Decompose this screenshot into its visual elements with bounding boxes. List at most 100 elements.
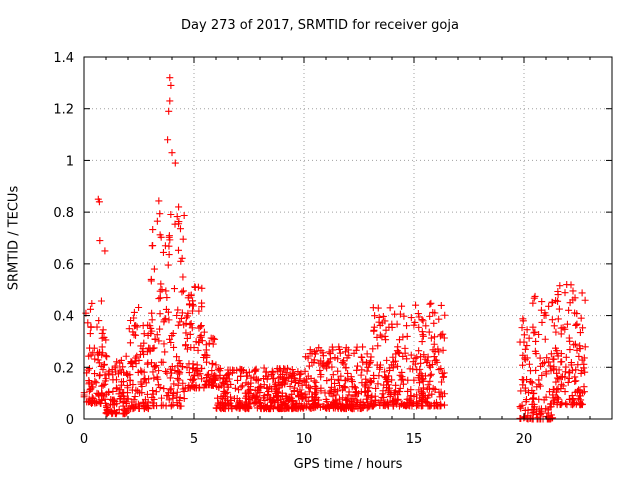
data-point [175, 376, 183, 384]
data-point [204, 370, 212, 378]
y-tick-label: 0.8 [53, 206, 74, 221]
data-points [80, 74, 589, 423]
data-point [338, 386, 346, 394]
data-point [542, 405, 550, 413]
data-point [160, 385, 168, 393]
data-point [422, 322, 430, 330]
data-point [117, 356, 125, 364]
y-tick-label: 0.6 [53, 258, 74, 273]
data-point [173, 213, 181, 221]
data-point [151, 363, 159, 371]
data-point [138, 347, 146, 355]
data-point [347, 373, 355, 381]
data-point [214, 394, 222, 402]
data-point [214, 365, 222, 373]
data-point [139, 398, 147, 406]
data-point [441, 390, 449, 398]
data-point [379, 401, 387, 409]
data-point [437, 378, 445, 386]
data-point [152, 362, 160, 370]
data-point [573, 320, 581, 328]
data-point [146, 347, 154, 355]
data-point [368, 400, 376, 408]
data-point [263, 405, 271, 413]
data-point [257, 399, 265, 407]
data-point [545, 358, 553, 366]
data-point [248, 393, 256, 401]
data-point [103, 403, 111, 411]
data-point [403, 355, 411, 363]
data-point [519, 381, 527, 389]
data-point [413, 353, 421, 361]
data-point [545, 388, 553, 396]
data-point [288, 403, 296, 411]
data-point [205, 339, 213, 347]
data-point [397, 376, 405, 384]
data-point [285, 373, 293, 381]
data-point [564, 378, 572, 386]
data-point [366, 377, 374, 385]
data-point [424, 381, 432, 389]
data-point [577, 369, 585, 377]
data-point [173, 388, 181, 396]
data-point [371, 312, 379, 320]
data-point [399, 401, 407, 409]
data-point [91, 370, 99, 378]
data-point [330, 400, 338, 408]
data-point [519, 317, 527, 325]
data-point [523, 326, 531, 334]
data-point [441, 401, 449, 409]
data-point [383, 378, 391, 386]
data-point [93, 323, 101, 331]
data-point [425, 328, 433, 336]
y-tick-label: 1.2 [53, 103, 74, 118]
data-point [165, 396, 173, 404]
data-point [99, 381, 107, 389]
data-point [396, 388, 404, 396]
data-point [363, 367, 371, 375]
data-point [189, 376, 197, 384]
data-point [177, 402, 185, 410]
data-point [203, 358, 211, 366]
data-point [254, 395, 262, 403]
data-point [328, 343, 336, 351]
data-point [157, 394, 165, 402]
data-point [386, 366, 394, 374]
data-point [187, 375, 195, 383]
data-point [565, 374, 573, 382]
data-point [89, 383, 97, 391]
data-point [550, 355, 558, 363]
data-point [180, 395, 188, 403]
data-point [338, 359, 346, 367]
data-point [417, 370, 425, 378]
data-point [553, 369, 561, 377]
data-point [167, 81, 175, 89]
data-point [363, 350, 371, 358]
data-point [554, 315, 562, 323]
data-point [553, 374, 561, 382]
data-point [581, 368, 589, 376]
data-point [535, 330, 543, 338]
data-point [110, 396, 118, 404]
data-point [565, 306, 573, 314]
data-point [100, 333, 108, 341]
data-point [427, 370, 435, 378]
data-point [215, 384, 223, 392]
data-point [168, 363, 176, 371]
data-point [386, 391, 394, 399]
data-point [538, 318, 546, 326]
data-point [263, 375, 271, 383]
data-point [390, 402, 398, 410]
data-point [179, 273, 187, 281]
data-point [147, 275, 155, 283]
data-point [164, 261, 172, 269]
data-point [198, 284, 206, 292]
data-point [382, 374, 390, 382]
data-point [369, 304, 377, 312]
data-point [290, 387, 298, 395]
data-point [293, 399, 301, 407]
data-point [329, 392, 337, 400]
data-point [98, 329, 106, 337]
data-point [133, 352, 141, 360]
data-point [305, 388, 313, 396]
